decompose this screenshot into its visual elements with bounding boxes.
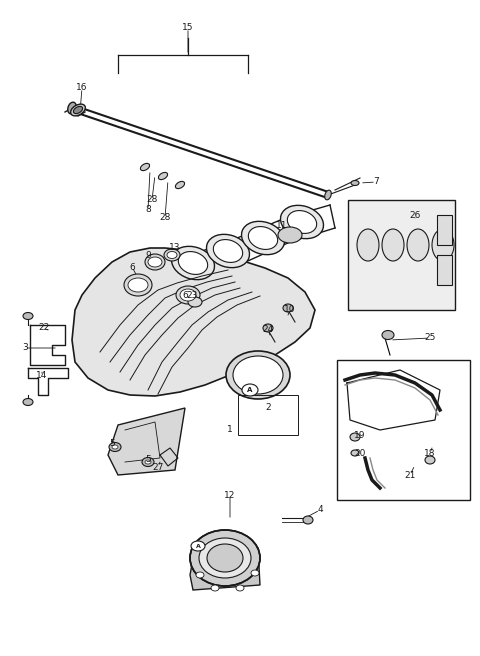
Text: 3: 3 — [22, 344, 28, 352]
Ellipse shape — [190, 530, 260, 586]
Ellipse shape — [175, 182, 185, 189]
Text: 12: 12 — [224, 491, 236, 499]
Text: 28: 28 — [159, 213, 171, 222]
Ellipse shape — [233, 356, 283, 394]
Ellipse shape — [109, 443, 121, 451]
Ellipse shape — [207, 544, 243, 572]
Text: 2: 2 — [265, 403, 271, 413]
Text: 14: 14 — [36, 371, 48, 380]
Text: 4: 4 — [317, 506, 323, 514]
Text: 9: 9 — [145, 251, 151, 260]
Text: 16: 16 — [76, 83, 88, 92]
Ellipse shape — [206, 234, 250, 268]
Ellipse shape — [283, 304, 293, 312]
Ellipse shape — [263, 324, 273, 332]
Ellipse shape — [124, 274, 152, 296]
Text: 21: 21 — [404, 470, 416, 480]
Polygon shape — [348, 200, 455, 310]
Ellipse shape — [191, 541, 205, 551]
Ellipse shape — [211, 585, 219, 591]
Ellipse shape — [407, 229, 429, 261]
Polygon shape — [108, 408, 185, 475]
Ellipse shape — [325, 190, 331, 200]
Bar — [337, 360, 470, 500]
Text: 11: 11 — [276, 220, 288, 230]
Ellipse shape — [142, 457, 154, 466]
Ellipse shape — [141, 163, 150, 171]
Ellipse shape — [71, 104, 85, 116]
Ellipse shape — [248, 226, 277, 249]
Ellipse shape — [213, 239, 243, 262]
Text: A: A — [247, 387, 252, 393]
Ellipse shape — [158, 173, 168, 180]
Ellipse shape — [23, 398, 33, 405]
Ellipse shape — [128, 278, 148, 292]
Ellipse shape — [351, 180, 359, 186]
Text: 22: 22 — [38, 323, 49, 333]
Ellipse shape — [180, 289, 196, 301]
Text: 19: 19 — [354, 430, 366, 440]
Polygon shape — [190, 548, 260, 590]
Ellipse shape — [357, 229, 379, 261]
Text: 25: 25 — [424, 333, 436, 342]
Ellipse shape — [112, 445, 118, 449]
Text: 24: 24 — [263, 325, 274, 335]
Text: 28: 28 — [146, 195, 158, 205]
Text: A: A — [195, 544, 201, 548]
Polygon shape — [72, 248, 315, 396]
Ellipse shape — [188, 297, 202, 307]
Ellipse shape — [73, 106, 83, 113]
Ellipse shape — [199, 538, 251, 578]
Ellipse shape — [280, 205, 324, 239]
Text: 13: 13 — [169, 243, 181, 253]
Ellipse shape — [171, 247, 215, 279]
Ellipse shape — [179, 251, 208, 274]
Text: 6: 6 — [182, 291, 188, 300]
Text: 26: 26 — [409, 211, 420, 220]
Text: 23: 23 — [186, 291, 198, 300]
Ellipse shape — [196, 572, 204, 578]
Text: 18: 18 — [424, 449, 436, 457]
Text: 7: 7 — [373, 178, 379, 186]
Ellipse shape — [278, 227, 302, 243]
Ellipse shape — [251, 570, 259, 576]
Ellipse shape — [303, 516, 313, 524]
Text: 5: 5 — [145, 455, 151, 464]
Ellipse shape — [167, 251, 177, 258]
Ellipse shape — [242, 384, 258, 396]
Ellipse shape — [425, 456, 435, 464]
Text: 1: 1 — [227, 426, 233, 434]
Text: 27: 27 — [152, 462, 164, 472]
Ellipse shape — [350, 433, 360, 441]
Text: 8: 8 — [145, 205, 151, 215]
Text: 6: 6 — [129, 262, 135, 272]
Ellipse shape — [226, 351, 290, 399]
Text: 15: 15 — [182, 24, 194, 33]
Ellipse shape — [382, 229, 404, 261]
Bar — [437, 215, 452, 245]
Ellipse shape — [145, 254, 165, 270]
Ellipse shape — [148, 257, 162, 267]
Text: 10: 10 — [284, 306, 296, 314]
Bar — [437, 255, 452, 285]
Ellipse shape — [288, 211, 317, 234]
Ellipse shape — [145, 460, 151, 464]
Ellipse shape — [236, 585, 244, 591]
Ellipse shape — [164, 249, 180, 261]
Ellipse shape — [241, 221, 285, 255]
Ellipse shape — [23, 312, 33, 319]
Ellipse shape — [432, 229, 454, 261]
Ellipse shape — [382, 331, 394, 340]
Ellipse shape — [351, 450, 359, 456]
Text: 5: 5 — [109, 438, 115, 447]
Text: 20: 20 — [354, 449, 366, 457]
Bar — [238, 395, 298, 435]
Ellipse shape — [68, 102, 76, 114]
Ellipse shape — [176, 286, 200, 304]
